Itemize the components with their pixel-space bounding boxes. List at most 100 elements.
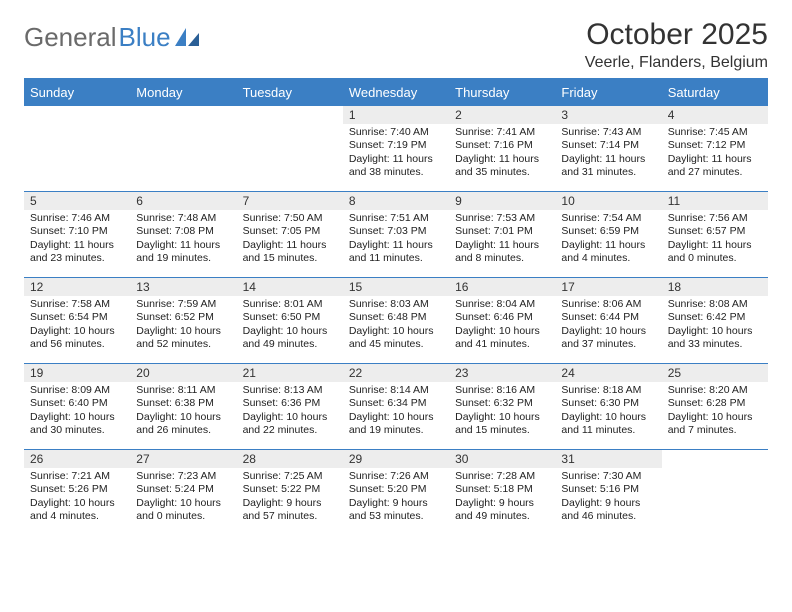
day-number: 12 [24, 277, 130, 296]
sunrise-line: Sunrise: 8:13 AM [243, 384, 337, 397]
weekday-header: Tuesday [237, 80, 343, 105]
daylight-line: Daylight: 10 hours and 37 minutes. [561, 325, 655, 352]
daylight-line: Daylight: 10 hours and 49 minutes. [243, 325, 337, 352]
day-body: Sunrise: 7:40 AMSunset: 7:19 PMDaylight:… [343, 124, 449, 184]
sunset-line: Sunset: 7:14 PM [561, 139, 655, 152]
day-number: 14 [237, 277, 343, 296]
day-number: 8 [343, 191, 449, 210]
calendar-day-cell [130, 105, 236, 191]
sunrise-line: Sunrise: 7:40 AM [349, 126, 443, 139]
daylight-line: Daylight: 9 hours and 49 minutes. [455, 497, 549, 524]
sunset-line: Sunset: 5:26 PM [30, 483, 124, 496]
day-number: 24 [555, 363, 661, 382]
calendar-day-cell: 3Sunrise: 7:43 AMSunset: 7:14 PMDaylight… [555, 105, 661, 191]
daylight-line: Daylight: 11 hours and 35 minutes. [455, 153, 549, 180]
month-title: October 2025 [585, 18, 768, 52]
day-body [130, 124, 236, 130]
calendar-day-cell: 10Sunrise: 7:54 AMSunset: 6:59 PMDayligh… [555, 191, 661, 277]
daylight-line: Daylight: 10 hours and 4 minutes. [30, 497, 124, 524]
sunset-line: Sunset: 7:12 PM [668, 139, 762, 152]
sunrise-line: Sunrise: 8:03 AM [349, 298, 443, 311]
daylight-line: Daylight: 10 hours and 22 minutes. [243, 411, 337, 438]
daylight-line: Daylight: 9 hours and 57 minutes. [243, 497, 337, 524]
title-block: October 2025 Veerle, Flanders, Belgium [585, 18, 768, 72]
daylight-line: Daylight: 11 hours and 4 minutes. [561, 239, 655, 266]
sunset-line: Sunset: 5:18 PM [455, 483, 549, 496]
daylight-line: Daylight: 11 hours and 31 minutes. [561, 153, 655, 180]
sunrise-line: Sunrise: 7:59 AM [136, 298, 230, 311]
sunset-line: Sunset: 6:46 PM [455, 311, 549, 324]
day-number: 7 [237, 191, 343, 210]
day-number: 19 [24, 363, 130, 382]
day-body: Sunrise: 8:13 AMSunset: 6:36 PMDaylight:… [237, 382, 343, 442]
day-number [237, 105, 343, 124]
day-number: 31 [555, 449, 661, 468]
daylight-line: Daylight: 10 hours and 0 minutes. [136, 497, 230, 524]
day-body [237, 124, 343, 130]
sunset-line: Sunset: 7:19 PM [349, 139, 443, 152]
sunset-line: Sunset: 5:24 PM [136, 483, 230, 496]
sunset-line: Sunset: 6:36 PM [243, 397, 337, 410]
day-body: Sunrise: 7:54 AMSunset: 6:59 PMDaylight:… [555, 210, 661, 270]
day-number: 1 [343, 105, 449, 124]
calendar-day-cell: 4Sunrise: 7:45 AMSunset: 7:12 PMDaylight… [662, 105, 768, 191]
day-number: 13 [130, 277, 236, 296]
logo-text-part2: Blue [119, 22, 171, 53]
day-number: 20 [130, 363, 236, 382]
weekday-header: Thursday [449, 80, 555, 105]
day-number: 29 [343, 449, 449, 468]
weekday-row: SundayMondayTuesdayWednesdayThursdayFrid… [24, 80, 768, 105]
daylight-line: Daylight: 10 hours and 41 minutes. [455, 325, 549, 352]
sunrise-line: Sunrise: 7:50 AM [243, 212, 337, 225]
calendar-week-row: 19Sunrise: 8:09 AMSunset: 6:40 PMDayligh… [24, 363, 768, 449]
calendar-page: GeneralBlue October 2025 Veerle, Flander… [0, 0, 792, 547]
day-body: Sunrise: 7:30 AMSunset: 5:16 PMDaylight:… [555, 468, 661, 528]
day-number: 2 [449, 105, 555, 124]
sunrise-line: Sunrise: 7:28 AM [455, 470, 549, 483]
calendar-day-cell: 30Sunrise: 7:28 AMSunset: 5:18 PMDayligh… [449, 449, 555, 535]
calendar-week-row: 12Sunrise: 7:58 AMSunset: 6:54 PMDayligh… [24, 277, 768, 363]
day-number [24, 105, 130, 124]
day-body: Sunrise: 7:56 AMSunset: 6:57 PMDaylight:… [662, 210, 768, 270]
day-number: 10 [555, 191, 661, 210]
day-body: Sunrise: 7:58 AMSunset: 6:54 PMDaylight:… [24, 296, 130, 356]
calendar-day-cell: 6Sunrise: 7:48 AMSunset: 7:08 PMDaylight… [130, 191, 236, 277]
calendar-day-cell: 21Sunrise: 8:13 AMSunset: 6:36 PMDayligh… [237, 363, 343, 449]
day-body: Sunrise: 8:09 AMSunset: 6:40 PMDaylight:… [24, 382, 130, 442]
sunset-line: Sunset: 6:52 PM [136, 311, 230, 324]
sunset-line: Sunset: 6:38 PM [136, 397, 230, 410]
header: GeneralBlue October 2025 Veerle, Flander… [24, 18, 768, 72]
sunrise-line: Sunrise: 7:21 AM [30, 470, 124, 483]
calendar-day-cell: 28Sunrise: 7:25 AMSunset: 5:22 PMDayligh… [237, 449, 343, 535]
sunrise-line: Sunrise: 7:30 AM [561, 470, 655, 483]
daylight-line: Daylight: 10 hours and 52 minutes. [136, 325, 230, 352]
daylight-line: Daylight: 10 hours and 33 minutes. [668, 325, 762, 352]
day-body [24, 124, 130, 130]
calendar-day-cell: 9Sunrise: 7:53 AMSunset: 7:01 PMDaylight… [449, 191, 555, 277]
daylight-line: Daylight: 10 hours and 7 minutes. [668, 411, 762, 438]
day-body: Sunrise: 7:51 AMSunset: 7:03 PMDaylight:… [343, 210, 449, 270]
sunset-line: Sunset: 6:50 PM [243, 311, 337, 324]
sunrise-line: Sunrise: 7:25 AM [243, 470, 337, 483]
sunset-line: Sunset: 7:05 PM [243, 225, 337, 238]
day-body: Sunrise: 7:41 AMSunset: 7:16 PMDaylight:… [449, 124, 555, 184]
daylight-line: Daylight: 11 hours and 8 minutes. [455, 239, 549, 266]
calendar-day-cell: 2Sunrise: 7:41 AMSunset: 7:16 PMDaylight… [449, 105, 555, 191]
weekday-header: Wednesday [343, 80, 449, 105]
calendar-day-cell: 29Sunrise: 7:26 AMSunset: 5:20 PMDayligh… [343, 449, 449, 535]
sunrise-line: Sunrise: 7:51 AM [349, 212, 443, 225]
day-number: 22 [343, 363, 449, 382]
calendar-day-cell: 15Sunrise: 8:03 AMSunset: 6:48 PMDayligh… [343, 277, 449, 363]
sunset-line: Sunset: 6:48 PM [349, 311, 443, 324]
day-body: Sunrise: 8:20 AMSunset: 6:28 PMDaylight:… [662, 382, 768, 442]
weekday-header: Monday [130, 80, 236, 105]
weekday-header: Sunday [24, 80, 130, 105]
weekday-header: Friday [555, 80, 661, 105]
sunrise-line: Sunrise: 8:06 AM [561, 298, 655, 311]
day-number: 27 [130, 449, 236, 468]
calendar-day-cell: 17Sunrise: 8:06 AMSunset: 6:44 PMDayligh… [555, 277, 661, 363]
sunrise-line: Sunrise: 7:43 AM [561, 126, 655, 139]
day-body: Sunrise: 7:59 AMSunset: 6:52 PMDaylight:… [130, 296, 236, 356]
daylight-line: Daylight: 11 hours and 27 minutes. [668, 153, 762, 180]
day-body: Sunrise: 7:45 AMSunset: 7:12 PMDaylight:… [662, 124, 768, 184]
